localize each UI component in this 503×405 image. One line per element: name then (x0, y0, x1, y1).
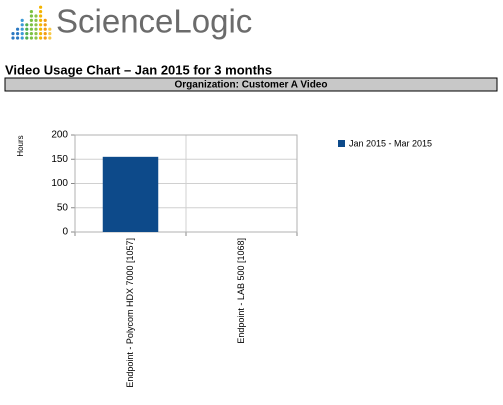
y-tick-label: 100 (51, 178, 68, 189)
legend-swatch (338, 140, 345, 147)
logo-dot (48, 27, 52, 31)
logo-icon (11, 5, 52, 40)
logo-dot (29, 14, 33, 18)
logo-dot (16, 27, 20, 31)
logo-dot (29, 23, 33, 27)
logo-dot (43, 23, 47, 27)
logo-dot (34, 36, 38, 40)
logo-dot (39, 14, 43, 18)
logo-dot (25, 23, 29, 27)
logo-dot (43, 27, 47, 31)
logo-dot (16, 36, 20, 40)
logo-dot (20, 23, 24, 27)
y-tick-label: 150 (51, 154, 68, 165)
logo-dot (29, 27, 33, 31)
logo-dot (39, 18, 43, 22)
logo-dot (34, 14, 38, 18)
logo-dot (48, 31, 52, 36)
logo-dot (39, 27, 43, 31)
logo-dot (29, 31, 33, 36)
logo-dot (16, 31, 20, 36)
logo-dot (29, 18, 33, 22)
logo-dot (39, 5, 43, 9)
logo-dot (11, 31, 15, 36)
logo-dot (25, 36, 29, 40)
x-tick-label: Endpoint - LAB 500 [1068] (236, 238, 246, 344)
report-title: Video Usage Chart – Jan 2015 for 3 month… (5, 62, 272, 77)
logo-dot (25, 31, 29, 36)
logo-dot (43, 18, 47, 22)
logo-dot (39, 23, 43, 27)
logo-dot (39, 36, 43, 40)
legend-label: Jan 2015 - Mar 2015 (349, 138, 432, 148)
logo-dot (34, 31, 38, 36)
y-tick-label: 0 (62, 227, 68, 238)
logo-dot (20, 31, 24, 36)
y-tick-label: 50 (57, 202, 69, 213)
y-tick-label: 200 (51, 130, 68, 141)
logo-dot (25, 27, 29, 31)
logo-dot (48, 36, 52, 40)
logo-dot (43, 31, 47, 36)
logo-text: ScienceLogic (56, 3, 252, 40)
logo-dot (34, 18, 38, 22)
logo-dot (20, 36, 24, 40)
logo-dot (39, 31, 43, 36)
logo-dot (29, 9, 33, 14)
logo-dot (34, 23, 38, 27)
logo-dot (34, 27, 38, 31)
logo-dot (20, 18, 24, 22)
logo-dot (29, 36, 33, 40)
logo-dot (43, 36, 47, 40)
logo-dot (39, 9, 43, 14)
subtitle-bar (4, 77, 498, 92)
logo-dot (11, 36, 15, 40)
y-axis-label: Hours (16, 135, 25, 156)
subtitle: Organization: Customer A Video (175, 80, 328, 91)
x-tick-label: Endpoint - Polycom HDX 7000 [1057] (125, 238, 135, 388)
plot-border (74, 134, 298, 233)
bar (102, 156, 159, 232)
logo-dot (20, 27, 24, 31)
